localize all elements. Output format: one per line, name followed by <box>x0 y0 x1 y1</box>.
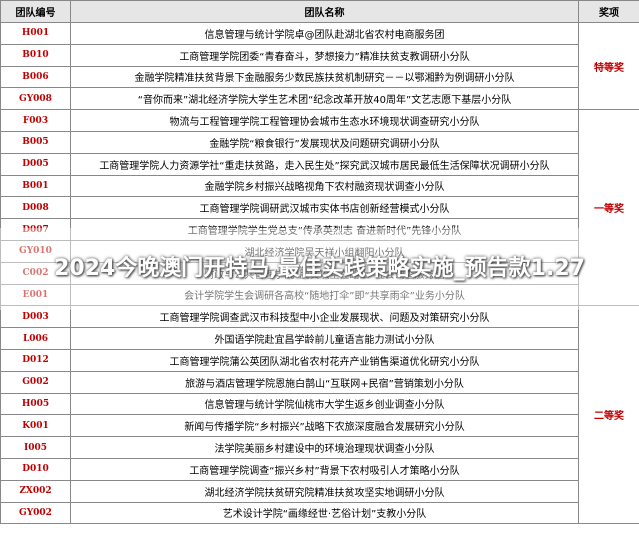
team-code: D008 <box>0 196 71 220</box>
table-row: F003 物流与工程管理学院工程管理协会城市生态水环境现状调查研究小分队 一等奖 <box>0 109 639 307</box>
table-row: D005 工商管理学院人力资源学社“重走扶贫路，走入民生处”探究武汉城市居民最低生… <box>0 152 639 176</box>
team-code: B006 <box>0 65 71 89</box>
table-row: ZX002 湖北经济学院扶贫研究院精准扶贫攻坚实地调研小分队 <box>0 479 639 503</box>
team-code: GY008 <box>0 87 71 111</box>
team-code: B010 <box>0 43 71 67</box>
team-code: D005 <box>0 152 71 176</box>
header-name: 团队名称 <box>70 0 579 23</box>
team-code: D010 <box>0 457 71 481</box>
team-name: 新闻与传播学院“乡村振兴”战略下农旅深度融合发展研究小分队 <box>70 414 579 438</box>
team-code: L006 <box>0 327 71 350</box>
table-row: B006 金融学院精准扶贫背景下金融服务少数民族扶贫机制研究－－以鄂湘黔为例调研小… <box>0 65 639 89</box>
team-code: K001 <box>0 414 71 438</box>
team-name: 法学院美丽乡村建设中的环境治理现状调查小分队 <box>70 436 579 459</box>
table-row: G002 旅游与酒店管理学院恩施白鹊山“互联网+民宿”营销策划小分队 <box>0 370 639 394</box>
team-code: B001 <box>0 174 71 198</box>
header-code: 团队编号 <box>0 0 71 23</box>
team-name: 工商管理学院蒲公英团队湖北省农村花卉产业销售渠道优化研究小分队 <box>70 348 579 372</box>
team-name: 信息管理与统计学院仙桃市大学生返乡创业调查小分队 <box>70 392 579 416</box>
team-name: 湖北经济学院扶贫研究院精准扶贫攻坚实地调研小分队 <box>70 479 579 503</box>
team-name: 工商管理学院团委“青春奋斗，梦想接力”精准扶贫支教调研小分队 <box>70 43 579 67</box>
award-table: 团队编号 团队名称 奖项 H001 信息管理与统计学院卓@团队赴湖北省农村电商服务… <box>0 0 639 525</box>
overlay-title: 2024今晚澳门开特马,最佳实践策略实施_预告款1.27 <box>54 256 585 281</box>
award: 一等奖 <box>578 109 639 307</box>
team-code: ZX002 <box>0 479 71 503</box>
team-code: I005 <box>0 436 71 459</box>
table-row: L006 外国语学院赴宜昌学龄前儿童语言能力测试小分队 <box>0 327 639 350</box>
overlay-banner: 2024今晚澳门开特马,最佳实践策略实施_预告款1.27 <box>0 228 639 310</box>
team-name: 信息管理与统计学院卓@团队赴湖北省农村电商服务团 <box>70 22 579 45</box>
table-row: D008 工商管理学院调研武汉城市实体书店创新经营模式小分队 <box>0 196 639 220</box>
team-name: 金融学院“粮食银行”发展现状及问题研究调研小分队 <box>70 130 579 154</box>
table-row: GY008 “音你而来”湖北经济学院大学生艺术团“纪念改革开放40周年”文艺志愿下… <box>0 87 639 111</box>
header-award: 奖项 <box>578 0 639 23</box>
table-row: B010 工商管理学院团委“青春奋斗，梦想接力”精准扶贫支教调研小分队 <box>0 43 639 67</box>
team-code: H001 <box>0 22 71 45</box>
team-name: 工商管理学院调研武汉城市实体书店创新经营模式小分队 <box>70 196 579 220</box>
team-code: B005 <box>0 130 71 154</box>
team-name: 工商管理学院人力资源学社“重走扶贫路，走入民生处”探究武汉城市居民最低生活保障状… <box>70 152 579 176</box>
table-row: D003 工商管理学院调查武汉市科技型中小企业发展现状、问题及对策研究小分队 二等奖 <box>0 305 639 525</box>
team-name: “音你而来”湖北经济学院大学生艺术团“纪念改革开放40周年”文艺志愿下基层小分队 <box>70 87 579 111</box>
team-name: 物流与工程管理学院工程管理协会城市生态水环境现状调查研究小分队 <box>70 109 579 132</box>
table-row: GY002 艺术设计学院“画缘经世·艺俗计划”支教小分队 <box>0 501 639 525</box>
team-name: 金融学院乡村振兴战略视角下农村融资现状调查小分队 <box>70 174 579 198</box>
team-name: 外国语学院赴宜昌学龄前儿童语言能力测试小分队 <box>70 327 579 350</box>
team-code: F003 <box>0 109 71 132</box>
table-row: I005 法学院美丽乡村建设中的环境治理现状调查小分队 <box>0 436 639 459</box>
table-row: D010 工商管理学院调查“振兴乡村”背景下农村吸引人才策略小分队 <box>0 457 639 481</box>
table-row: B001 金融学院乡村振兴战略视角下农村融资现状调查小分队 <box>0 174 639 198</box>
table-row: K001 新闻与传播学院“乡村振兴”战略下农旅深度融合发展研究小分队 <box>0 414 639 438</box>
team-code: GY002 <box>0 501 71 525</box>
award: 特等奖 <box>578 21 639 111</box>
team-code: G002 <box>0 370 71 394</box>
table-row: C002 财政与公共管理学院“脱贫攻坚在路上”社会调查服务团 <box>0 261 639 285</box>
table-row: B005 金融学院“粮食银行”发展现状及问题研究调研小分队 <box>0 130 639 154</box>
team-name: 金融学院精准扶贫背景下金融服务少数民族扶贫机制研究－－以鄂湘黔为例调研小分队 <box>70 65 579 89</box>
team-code: D012 <box>0 348 71 372</box>
table-body: H001 信息管理与统计学院卓@团队赴湖北省农村电商服务团 特等奖 B010 工商管理学… <box>0 21 639 525</box>
table-row: D012 工商管理学院蒲公英团队湖北省农村花卉产业销售渠道优化研究小分队 <box>0 348 639 372</box>
table-row: H005 信息管理与统计学院仙桃市大学生返乡创业调查小分队 <box>0 392 639 416</box>
header-row: 团队编号 团队名称 奖项 <box>0 0 639 23</box>
team-name: 旅游与酒店管理学院恩施白鹊山“互联网+民宿”营销策划小分队 <box>70 370 579 394</box>
team-name: 工商管理学院调查“振兴乡村”背景下农村吸引人才策略小分队 <box>70 457 579 481</box>
team-code: H005 <box>0 392 71 416</box>
table-row: D007 工商管理学院学生党总支“传承英烈志 奋进新时代”先锋小分队 <box>0 218 639 241</box>
team-name: 艺术设计学院“画缘经世·艺俗计划”支教小分队 <box>70 501 579 525</box>
award: 二等奖 <box>578 305 639 525</box>
table-row: H001 信息管理与统计学院卓@团队赴湖北省农村电商服务团 特等奖 <box>0 21 639 111</box>
